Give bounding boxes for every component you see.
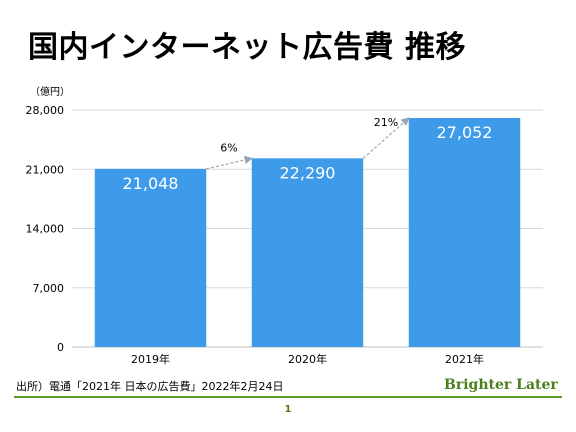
footer-divider	[14, 396, 562, 398]
bar-value-label: 27,052	[437, 123, 493, 142]
bars: 21,048 22,290 27,052	[94, 118, 521, 347]
bar-value-label: 21,048	[123, 174, 179, 193]
y-tick-label: 21,000	[26, 163, 65, 176]
growth-annotations: 6% 21%	[206, 116, 410, 170]
bar	[251, 158, 364, 347]
brand-logo: Brighter Later	[444, 377, 558, 393]
growth-arrow	[362, 117, 410, 159]
source-citation: 出所）電通「2021年 日本の広告費」2022年2月24日	[16, 380, 284, 393]
y-axis-ticks: 0 7,000 14,000 21,000 28,000	[26, 104, 65, 354]
y-tick-label: 14,000	[26, 223, 65, 236]
bar-value-label: 22,290	[280, 163, 336, 182]
page-number: 1	[284, 404, 292, 415]
y-tick-label: 7,000	[33, 282, 65, 295]
growth-label: 21%	[374, 116, 398, 129]
x-tick-label: 2019年	[131, 352, 170, 366]
growth-arrow	[206, 155, 253, 170]
x-tick-label: 2021年	[445, 352, 484, 366]
y-tick-label: 28,000	[26, 104, 65, 117]
x-tick-label: 2020年	[288, 352, 327, 366]
x-axis-ticks: 2019年 2020年 2021年	[131, 352, 484, 366]
y-tick-label: 0	[57, 341, 64, 354]
growth-label: 6%	[220, 142, 237, 155]
page-title: 国内インターネット広告費 推移	[28, 30, 466, 65]
y-axis-unit-label: （億円）	[30, 85, 70, 98]
bar	[94, 168, 207, 347]
bar-chart: （億円） 0 7,000 14,000 21,000 28,000 21,048 22,2…	[26, 85, 543, 366]
bar	[408, 118, 521, 347]
